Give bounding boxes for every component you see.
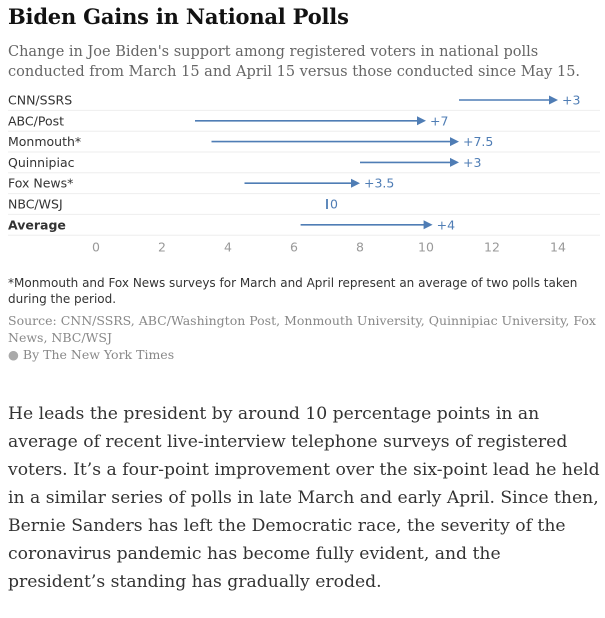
arrow-chart: CNN/SSRS +3 ABC/Post +7 Monmouth* +7.5 Quinnip… xyxy=(8,93,600,255)
credit-text: By The New York Times xyxy=(22,347,175,362)
x-tick-label: 8 xyxy=(356,240,364,255)
x-tick-label: 10 xyxy=(418,240,434,255)
row-label: Quinnipiac xyxy=(8,155,75,170)
x-tick-label: 4 xyxy=(224,240,232,255)
change-arrowhead xyxy=(549,95,558,105)
row-label: Fox News* xyxy=(8,176,73,191)
change-value-label: +7.5 xyxy=(463,134,493,149)
change-arrowhead xyxy=(450,157,459,167)
change-value-label: +3 xyxy=(562,93,580,108)
chart-footnote: *Monmouth and Fox News surveys for March… xyxy=(8,276,578,306)
bullet-icon: ● xyxy=(8,347,19,362)
chart-subtitle: Change in Joe Biden's support among regi… xyxy=(8,44,581,80)
change-value-label: +7 xyxy=(430,113,448,128)
x-tick-label: 6 xyxy=(290,240,298,255)
change-value-label: 0 xyxy=(330,197,338,212)
article-paragraph: He leads the president by around 10 perc… xyxy=(8,404,600,592)
chart-source: Source: CNN/SSRS, ABC/Washington Post, M… xyxy=(8,313,596,345)
change-arrowhead xyxy=(423,220,433,230)
x-tick-label: 2 xyxy=(158,240,166,255)
change-arrowhead xyxy=(417,116,426,126)
chart-credit: ● By The New York Times xyxy=(8,346,174,363)
change-value-label: +3 xyxy=(463,155,481,170)
row-label: NBC/WSJ xyxy=(8,197,63,212)
change-arrowhead xyxy=(351,178,360,188)
chart-title: Biden Gains in National Polls xyxy=(8,4,349,29)
change-arrowhead xyxy=(450,137,459,147)
row-label: CNN/SSRS xyxy=(8,93,72,108)
x-tick-label: 14 xyxy=(550,240,566,255)
row-label: ABC/Post xyxy=(8,113,64,128)
change-value-label: +4 xyxy=(437,217,455,232)
row-label: Average xyxy=(8,217,66,232)
x-tick-label: 0 xyxy=(92,240,100,255)
row-label: Monmouth* xyxy=(8,134,81,149)
change-value-label: +3.5 xyxy=(364,176,394,191)
x-tick-label: 12 xyxy=(484,240,500,255)
